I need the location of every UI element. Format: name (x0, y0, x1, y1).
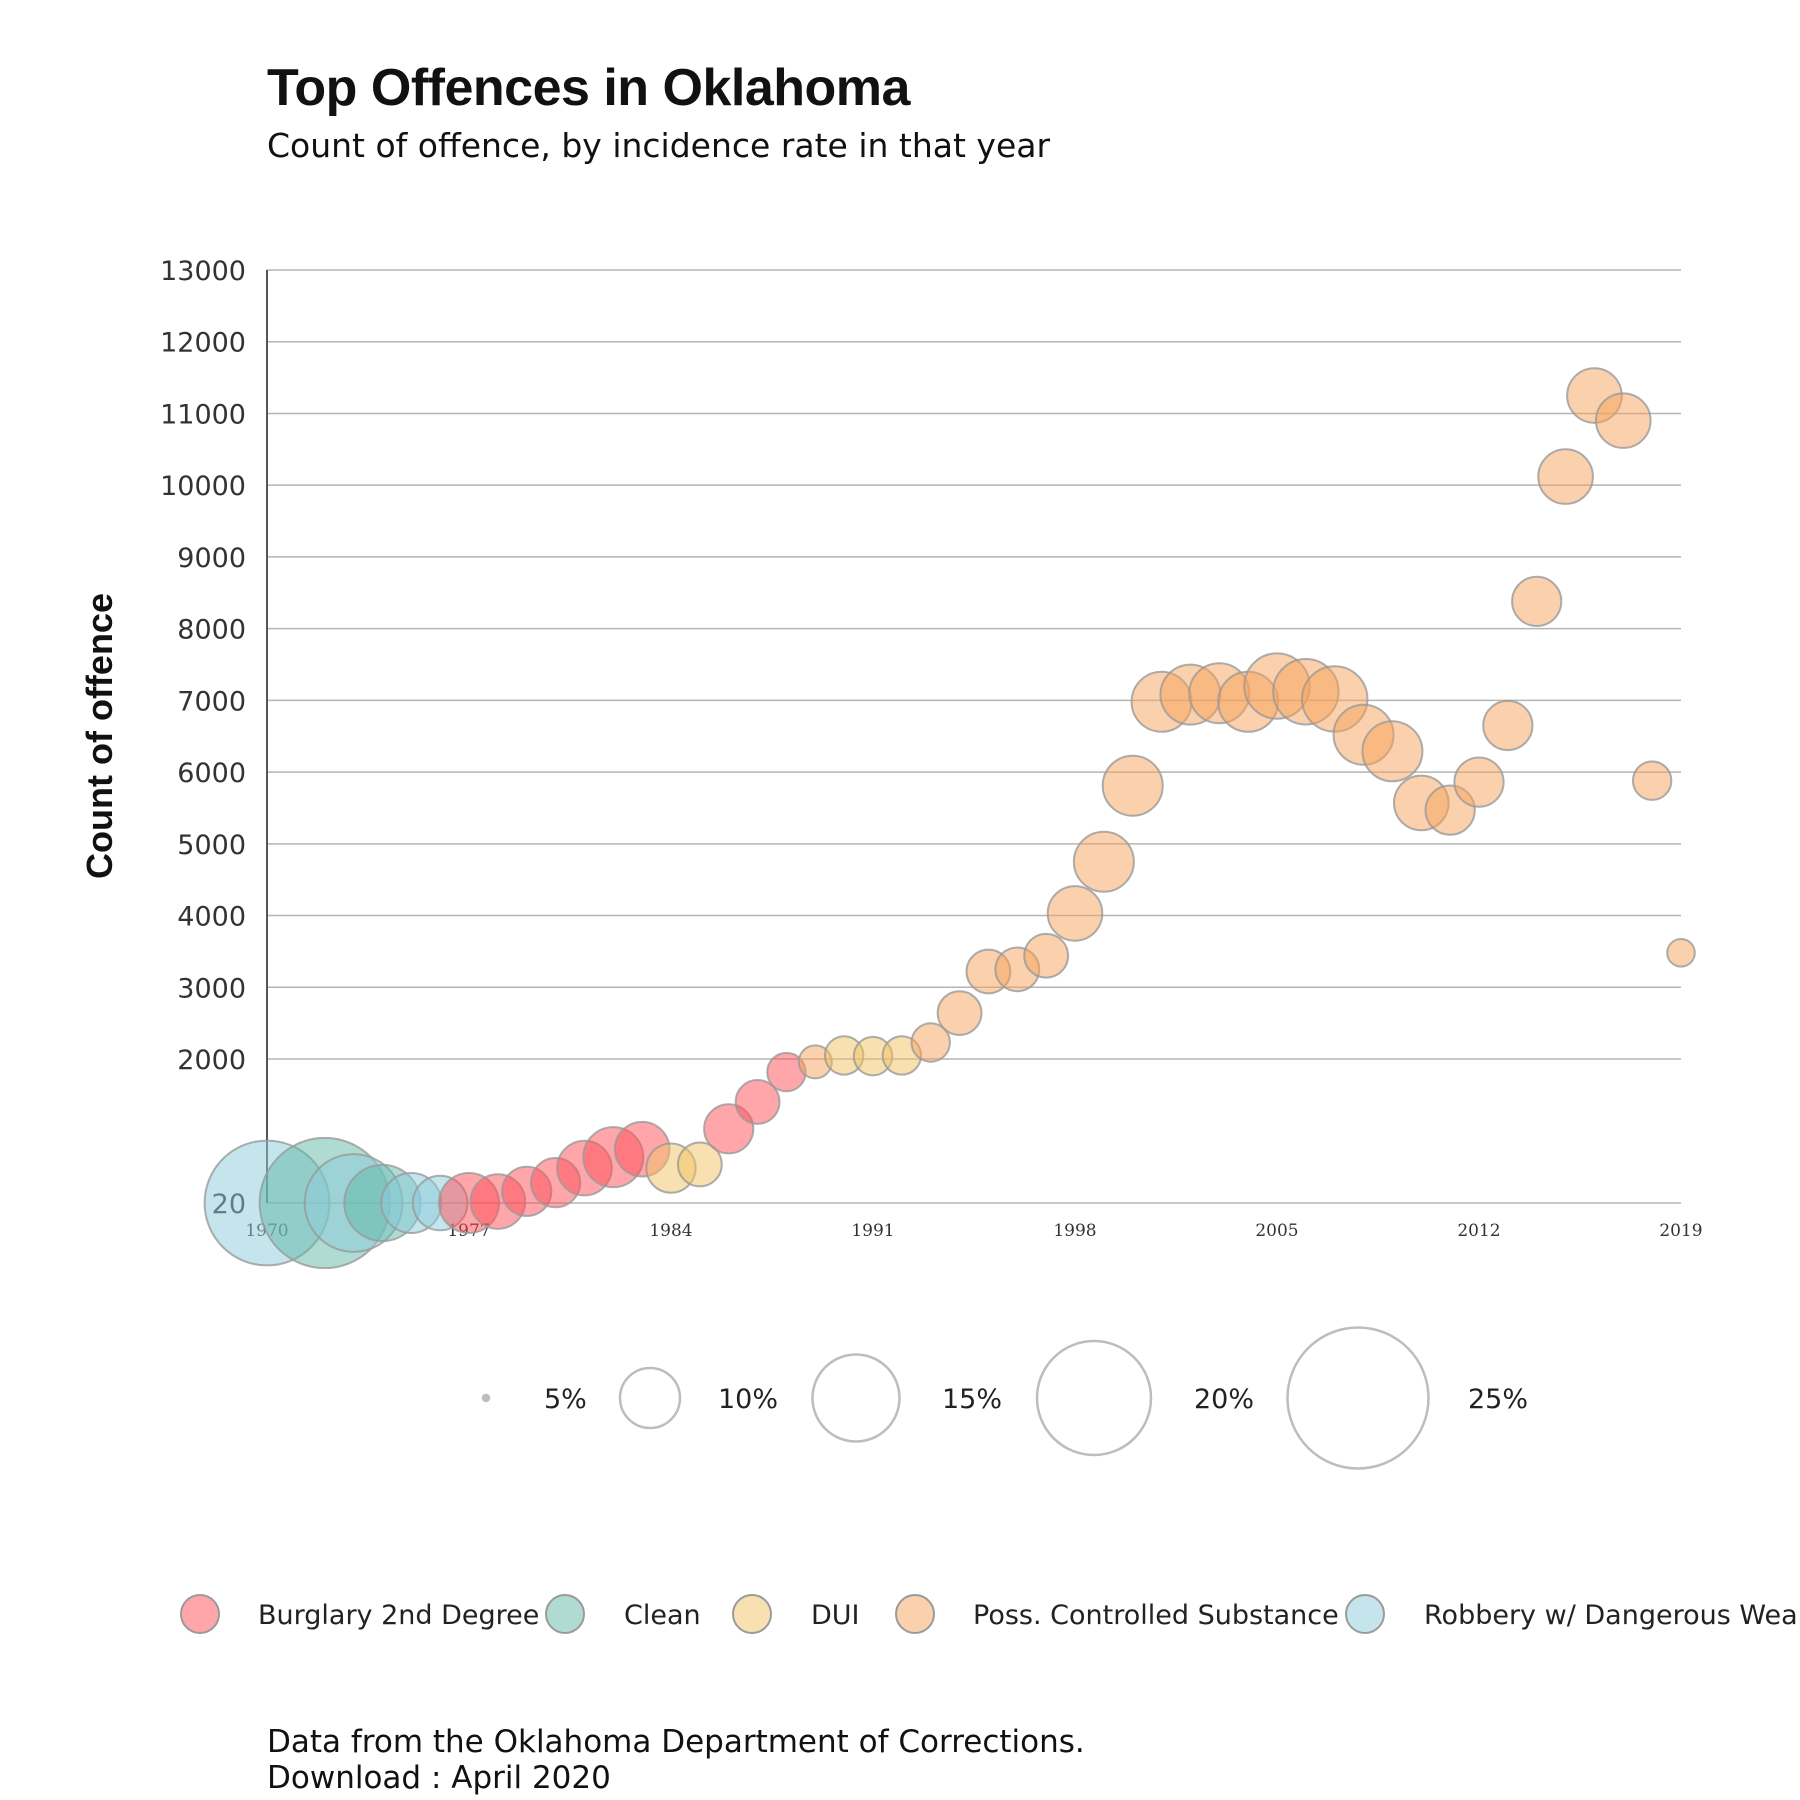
bubble (910, 1022, 951, 1063)
y-tick-label: 12000 (160, 328, 246, 359)
y-tick-label: 5000 (177, 830, 246, 861)
size-legend-circle (1035, 1339, 1153, 1457)
bubble (936, 990, 983, 1036)
bubble (1023, 932, 1070, 979)
size-legend-label: 25% (1468, 1384, 1528, 1415)
footer-source: Data from the Oklahoma Department of Cor… (267, 1724, 1085, 1760)
size-legend-circle (481, 1393, 491, 1403)
footer-download: Download : April 2020 (267, 1760, 611, 1796)
x-tick-label: 1984 (649, 1221, 692, 1241)
gridlines (267, 269, 1681, 1204)
legend-swatch (732, 1594, 772, 1634)
y-axis-ticks: 2020003000400050006000700080009000100001… (160, 256, 246, 1220)
bubble-layer (203, 367, 1696, 1270)
y-tick-label: 4000 (177, 902, 246, 933)
chart-title: Top Offences in Oklahoma (267, 59, 910, 117)
bubble (1511, 575, 1563, 627)
bubble (676, 1141, 723, 1188)
color-legend: Burglary 2nd Degree Clean DUI Poss. Control… (180, 1594, 1800, 1634)
size-legend-circle (811, 1353, 901, 1443)
chart-subtitle: Count of offence, by incidence rate in t… (267, 126, 1051, 165)
bubble (734, 1079, 781, 1125)
x-tick-label: 2012 (1457, 1221, 1500, 1241)
x-tick-label: 2005 (1255, 1221, 1298, 1241)
bubble (1361, 720, 1424, 783)
legend-swatch (545, 1594, 585, 1634)
y-tick-label: 6000 (177, 758, 246, 789)
bubble (1453, 756, 1505, 808)
size-legend-circle (1286, 1326, 1430, 1470)
y-tick-label: 8000 (177, 615, 246, 646)
y-tick-label: 9000 (177, 543, 246, 574)
bubble (1046, 885, 1104, 942)
y-tick-label: 11000 (160, 399, 246, 430)
size-legend: 5% 10% 15% 20% 25% (481, 1326, 1528, 1470)
bubble (1631, 760, 1673, 801)
size-legend-label: 20% (1194, 1384, 1254, 1415)
size-legend-label: 5% (544, 1384, 587, 1415)
legend-label: Burglary 2nd Degree (258, 1600, 539, 1631)
legend-swatch (180, 1594, 220, 1634)
bubble (1101, 754, 1164, 817)
y-tick-label: 10000 (160, 471, 246, 502)
size-legend-circle (618, 1366, 682, 1430)
legend-swatch (895, 1594, 935, 1634)
bubble (1594, 392, 1652, 449)
y-tick-label: 3000 (177, 973, 246, 1004)
bubble (1537, 448, 1594, 505)
bubble (1666, 938, 1696, 968)
bubble (1072, 830, 1135, 893)
y-tick-label: 7000 (177, 686, 246, 717)
x-tick-label: 1998 (1053, 1221, 1096, 1241)
y-tick-label: 2000 (177, 1045, 246, 1076)
size-legend-label: 15% (942, 1384, 1002, 1415)
x-tick-label: 1991 (851, 1221, 894, 1241)
x-tick-label: 2019 (1659, 1221, 1702, 1241)
legend-label: Robbery w/ Dangerous Weapon (1424, 1600, 1800, 1631)
legend-label: Clean (624, 1600, 701, 1631)
y-tick-label: 13000 (160, 256, 246, 287)
size-legend-label: 10% (718, 1384, 778, 1415)
bubble (1482, 699, 1534, 752)
legend-label: DUI (811, 1600, 860, 1631)
y-axis-label: Count of offence (79, 593, 120, 879)
footer-note: Data from the Oklahoma Department of Cor… (267, 1724, 1085, 1796)
legend-swatch (1345, 1594, 1385, 1634)
legend-label: Poss. Controlled Substance (973, 1600, 1339, 1631)
